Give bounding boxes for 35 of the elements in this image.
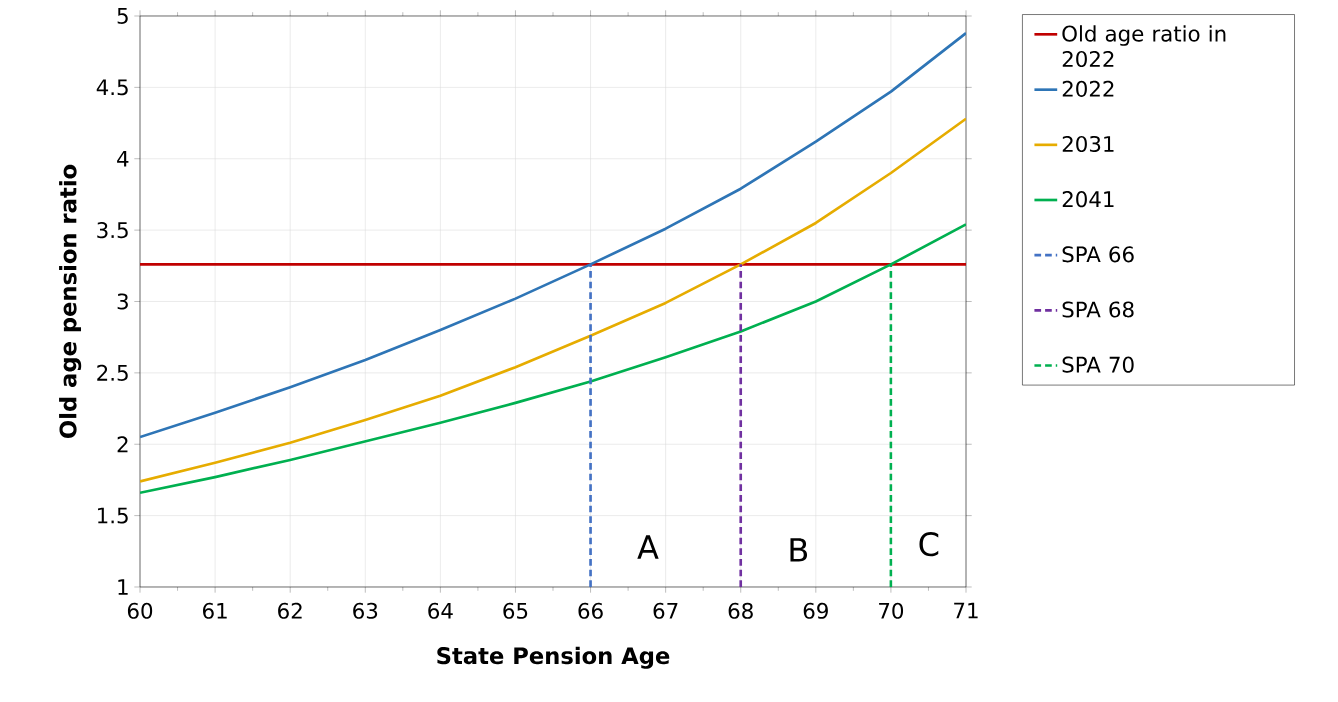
- annotation: A: [637, 535, 659, 559]
- y-tick-label: 4: [117, 150, 129, 167]
- y-tick-label: 2.5: [97, 364, 128, 381]
- x-tick-label: 64: [428, 602, 453, 619]
- legend-label: SPA 66: [1062, 246, 1134, 263]
- annotation: C: [919, 532, 939, 557]
- y-tick-label: 2: [117, 436, 128, 453]
- legend-label: 2031: [1062, 135, 1114, 153]
- x-axis-title: State Pension Age: [437, 646, 670, 669]
- x-tick-label: 62: [278, 602, 302, 619]
- y-tick-label: 5: [117, 8, 128, 24]
- y-axis-title: Old age pension ratio: [59, 164, 82, 438]
- x-tick-label: 67: [653, 602, 678, 619]
- x-tick-label: 61: [203, 602, 227, 619]
- line-series: [140, 117, 967, 483]
- x-tick-label: 65: [503, 602, 528, 619]
- y-tick-label: 3.5: [97, 222, 128, 239]
- x-tick-label: 69: [803, 602, 828, 619]
- x-tick-label: 66: [578, 602, 603, 619]
- legend-label: Old age ratio in 2022: [1062, 25, 1226, 68]
- line-series: [140, 31, 967, 439]
- x-tick-label: 63: [353, 602, 378, 619]
- legend-label: 2022: [1062, 80, 1114, 97]
- y-tick-label: 1: [118, 579, 128, 595]
- legend-label: 2041: [1062, 191, 1114, 208]
- y-tick-label: 1.5: [98, 507, 128, 524]
- annotation: B: [790, 538, 808, 562]
- legend-label: SPA 68: [1062, 301, 1134, 318]
- y-tick-label: 4.5: [96, 79, 128, 96]
- x-tick-label: 68: [728, 602, 753, 619]
- y-tick-label: 3: [117, 293, 128, 310]
- x-tick-label: 71: [954, 602, 978, 619]
- legend-label: SPA 70: [1062, 356, 1134, 373]
- x-tick-label: 70: [879, 602, 904, 619]
- x-tick-label: 60: [127, 602, 153, 619]
